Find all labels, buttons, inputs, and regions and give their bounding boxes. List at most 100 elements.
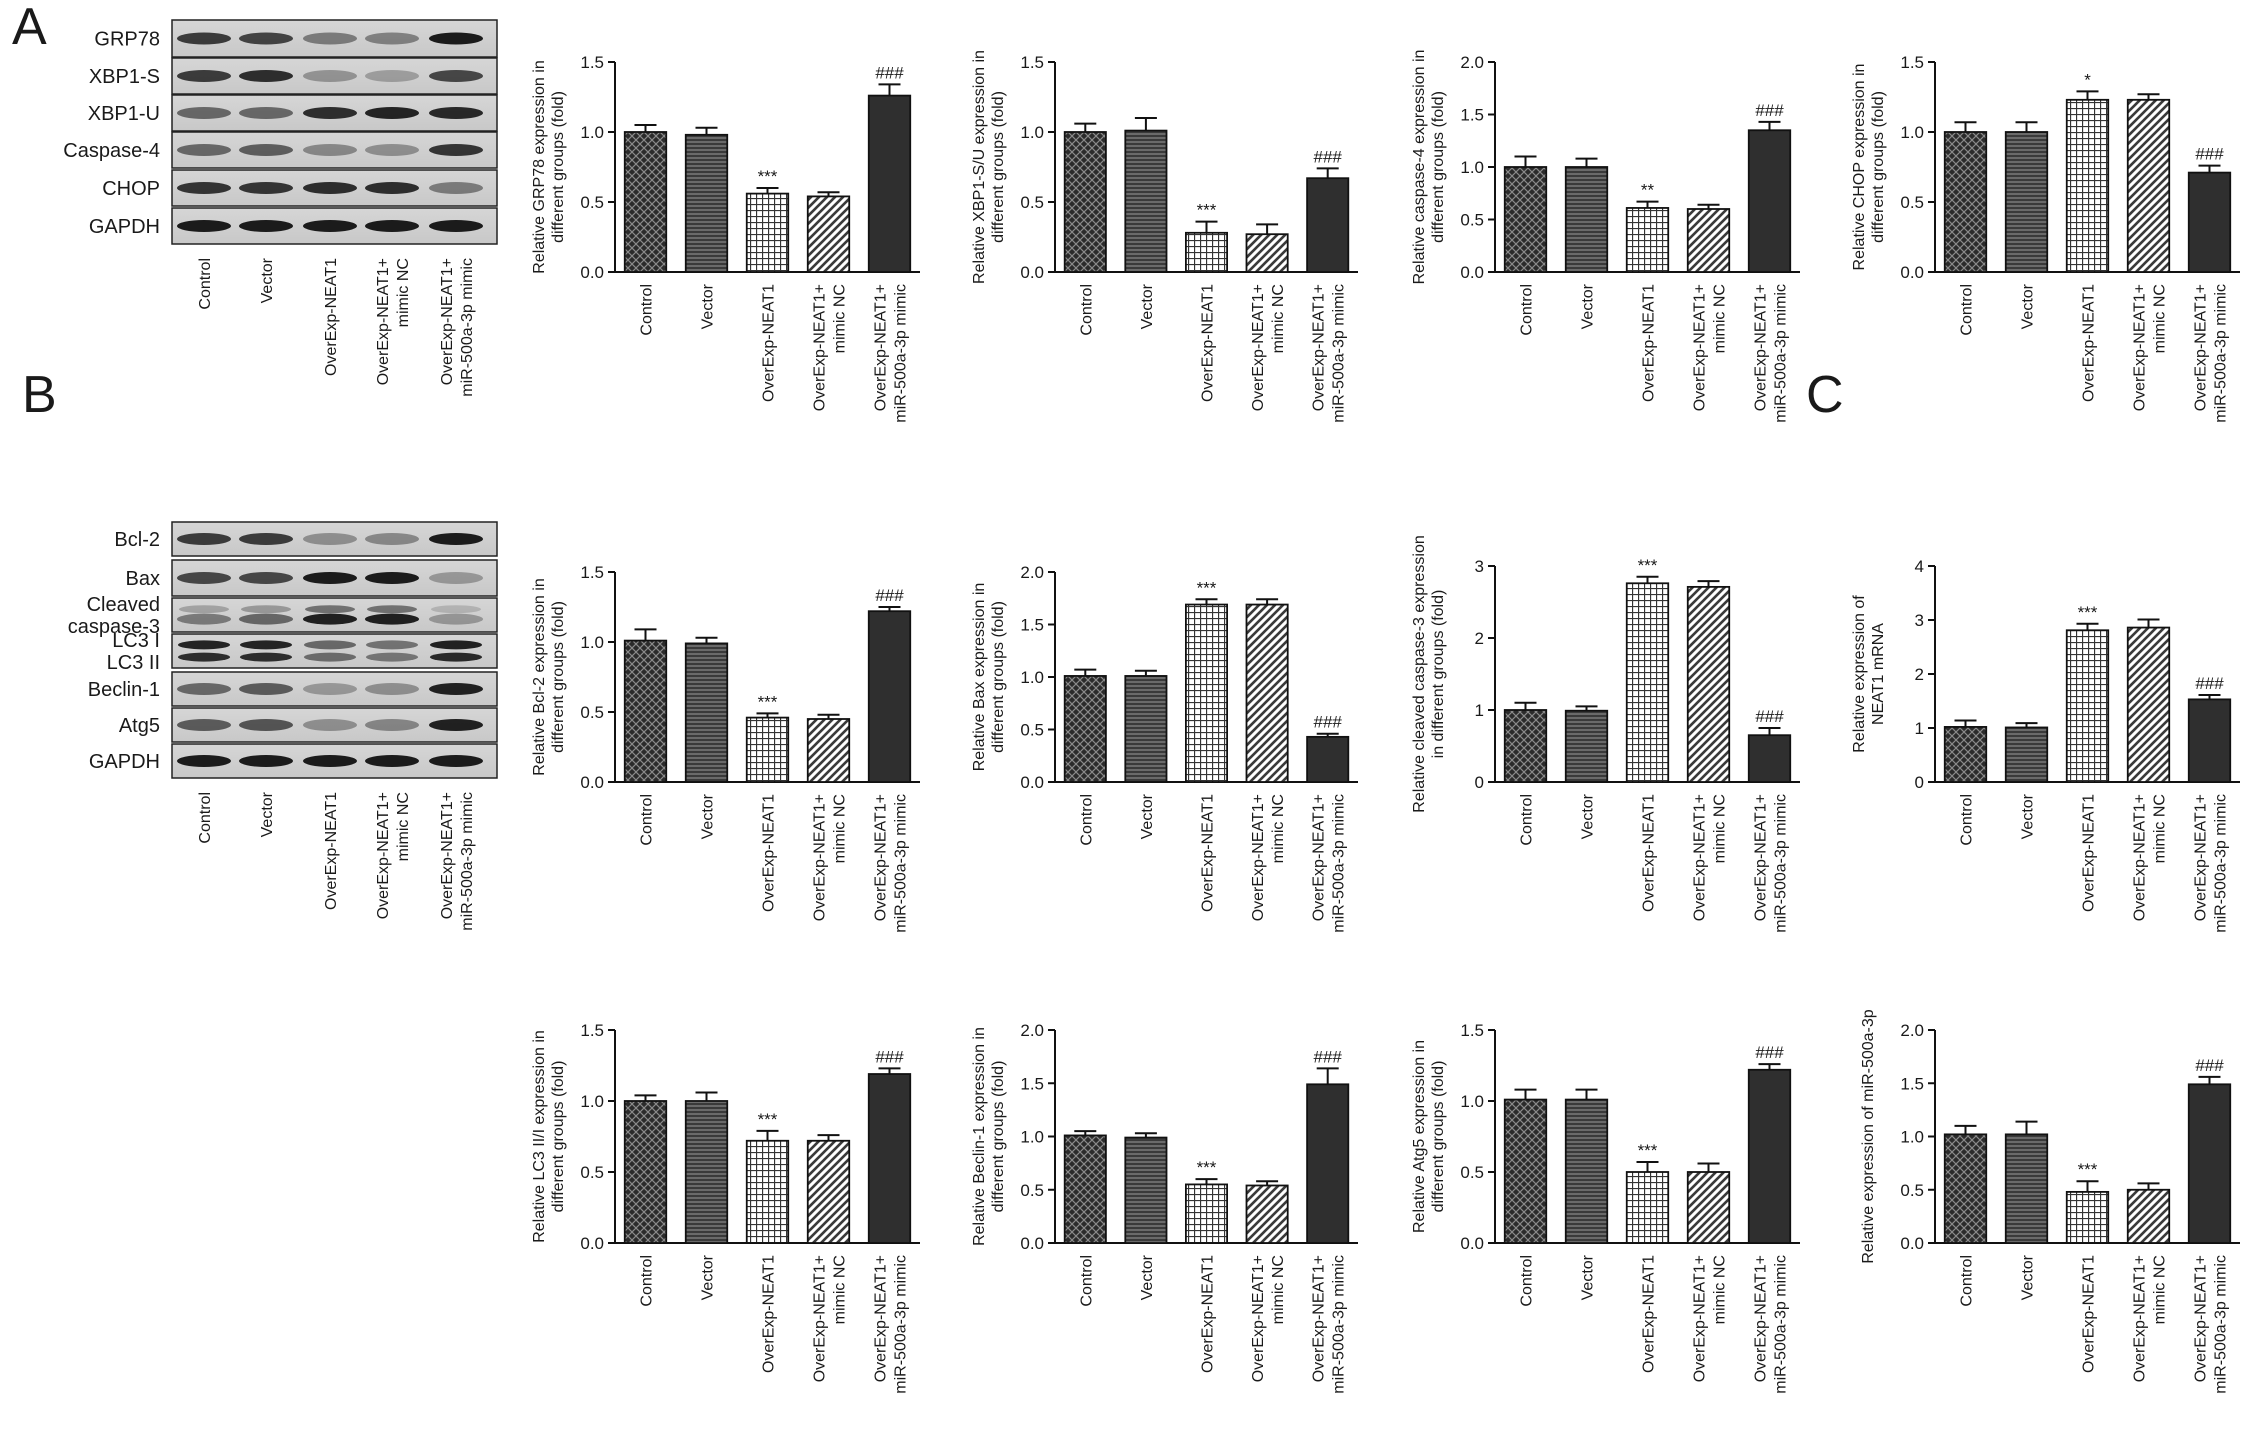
bar (2065, 98, 2110, 273)
y-tick-label: 0.0 (1020, 773, 1044, 792)
x-category-label: Vector (1580, 1254, 1597, 1300)
significance-mark: * (2084, 70, 2091, 89)
x-category-label: Control (639, 794, 656, 846)
bar (1063, 1134, 1107, 1244)
x-category-label: OverExp-NEAT1+ mimic NC (812, 1255, 849, 1382)
bar (623, 639, 668, 783)
significance-mark: *** (758, 167, 778, 186)
blot-band (177, 683, 231, 695)
blot-band (303, 572, 357, 584)
bar (1245, 233, 1289, 273)
blot-strip (171, 597, 498, 633)
bar (1686, 208, 1731, 273)
bar-chart-6: 0.0 0.5 1.0 1.5 2.0 Relative Bax expression i… (971, 563, 1358, 933)
x-category-label: OverExp-NEAT1+ mimic NC (1692, 284, 1729, 411)
blot-band (303, 107, 357, 119)
y-tick-label: 1.5 (580, 563, 604, 582)
blot-band (239, 70, 293, 82)
y-tick-label: 1 (1915, 719, 1924, 738)
bar (1747, 129, 1792, 273)
y-tick-label: 1.5 (1020, 1074, 1044, 1093)
x-category-label: Vector (1580, 283, 1597, 329)
x-category-label: Control (1078, 284, 1095, 336)
blot-band (177, 182, 231, 194)
blot-band (429, 32, 483, 45)
significance-mark: ** (1641, 181, 1655, 200)
blot-label: GRP78 (94, 29, 160, 51)
y-tick-label: 1.0 (580, 633, 604, 652)
y-axis-label: Relative CHOP expression in different gro… (1851, 64, 1887, 271)
blot-band (429, 755, 483, 767)
x-category-label: Vector (1139, 793, 1156, 839)
x-category-label: OverExp-NEAT1+ miR-500a-3p mimic (1753, 794, 1790, 933)
bar (867, 94, 912, 273)
x-category-label: Vector (1580, 793, 1597, 839)
bar (2126, 1188, 2171, 1244)
y-axis-label: Relative XBP1-S/U expression in different… (971, 50, 1007, 284)
bar (1625, 207, 1670, 273)
blot-band (365, 32, 419, 45)
x-category-label: OverExp-NEAT1 (2081, 284, 2098, 402)
y-tick-label: 0.0 (1460, 1234, 1484, 1253)
x-category-label: OverExp-NEAT1 (2081, 1255, 2098, 1373)
bar (1943, 1133, 1988, 1244)
significance-mark: ### (875, 63, 904, 82)
x-category-label: OverExp-NEAT1+ mimic NC (1692, 794, 1729, 921)
blot-lane-label: OverExp-NEAT1+ mimic NC (375, 258, 412, 385)
x-category-label: Control (639, 284, 656, 336)
bar (1747, 734, 1792, 783)
blot-band (303, 220, 357, 232)
bar (2126, 626, 2171, 783)
blot-band (365, 755, 419, 767)
y-tick-label: 1.5 (580, 1021, 604, 1040)
blot-band (239, 32, 293, 45)
significance-mark: ### (1755, 707, 1784, 726)
bar (1124, 1136, 1168, 1244)
x-category-label: OverExp-NEAT1+ miR-500a-3p mimic (1753, 284, 1790, 423)
blot-label: GAPDH (89, 751, 160, 773)
x-category-label: OverExp-NEAT1+ miR-500a-3p mimic (873, 1255, 910, 1394)
x-category-label: Control (1078, 794, 1095, 846)
x-category-label: OverExp-NEAT1+ miR-500a-3p mimic (1753, 1255, 1790, 1394)
blot-strip-frame (171, 633, 498, 669)
bar-chart-9: 0.0 0.5 1.0 1.5 Relative LC3 II/I expression… (531, 1021, 920, 1394)
x-category-label: OverExp-NEAT1+ miR-500a-3p mimic (1311, 794, 1348, 933)
bar (623, 1100, 668, 1244)
y-tick-label: 0.0 (1900, 263, 1924, 282)
panel-label-c: C (1806, 366, 1844, 424)
blot-band (303, 719, 357, 731)
blot-band (240, 652, 292, 662)
bar-chart-4: 0.0 0.5 1.0 1.5 Relative CHOP expression in d… (1851, 53, 2240, 423)
blot-band (303, 755, 357, 767)
significance-mark: ### (2195, 145, 2224, 164)
y-axis-label: Relative caspase-4 expression in differen… (1411, 50, 1447, 285)
y-tick-label: 1.0 (1020, 123, 1044, 142)
bar (1184, 603, 1229, 783)
x-category-label: Vector (2020, 1254, 2037, 1300)
blot-strip (171, 559, 498, 597)
x-category-label: OverExp-NEAT1 (1641, 794, 1658, 912)
bar-chart-8: 0 1 2 3 4 Relative expression of NEAT1 mRNA Con… (1851, 557, 2240, 933)
x-category-label: Control (1078, 1255, 1095, 1307)
blot-band (366, 652, 418, 662)
significance-mark: ### (1755, 1043, 1784, 1062)
blot-band (241, 605, 291, 614)
blot-band (365, 533, 419, 545)
blot-band (239, 182, 293, 194)
blot-strip (171, 521, 498, 557)
significance-mark: *** (1197, 1158, 1217, 1177)
blot-strip (171, 19, 498, 58)
x-category-label: OverExp-NEAT1 (1200, 284, 1217, 402)
significance-mark: ### (1755, 101, 1784, 120)
significance-mark: *** (1638, 556, 1658, 575)
bar-chart-10: 0.0 0.5 1.0 1.5 2.0 Relative Beclin-1 express… (971, 1021, 1358, 1394)
x-category-label: OverExp-NEAT1+ mimic NC (1250, 1255, 1287, 1382)
blot-band (430, 652, 482, 662)
blot-label: GAPDH (89, 216, 160, 238)
significance-mark: ### (1314, 1047, 1343, 1066)
blot-band (429, 683, 483, 695)
blot-band (178, 640, 230, 650)
bar-chart-7: 0 1 2 3 Relative cleaved caspase-3 expressio… (1411, 535, 1800, 933)
bar (1184, 231, 1229, 273)
